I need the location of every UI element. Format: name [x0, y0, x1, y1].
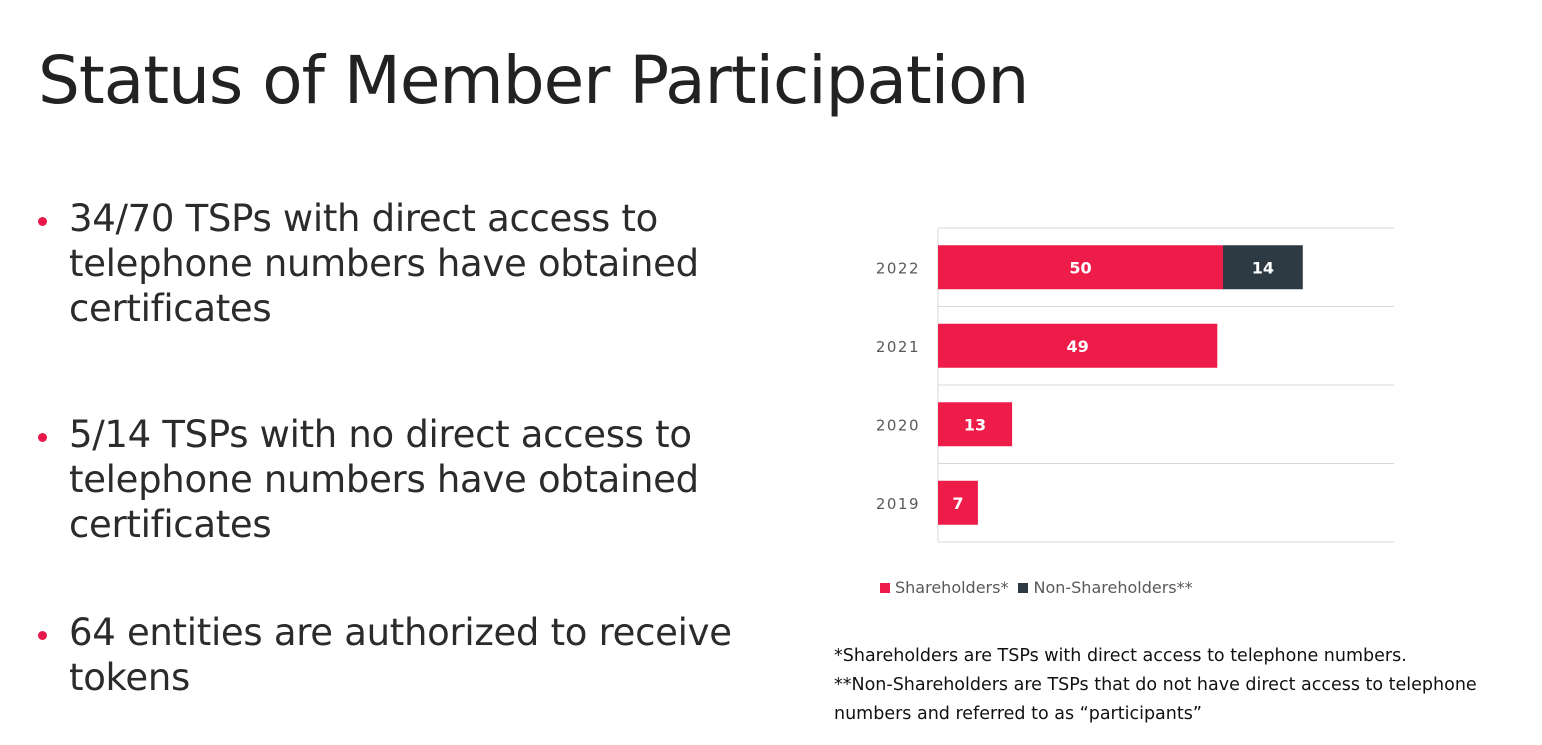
legend-swatch-shareholders	[880, 582, 890, 593]
category-label: 2019	[876, 495, 920, 513]
legend-item-shareholders: Shareholders*	[880, 578, 1008, 597]
bar-shareholders	[938, 323, 1218, 368]
bar-shareholders	[938, 402, 1013, 447]
data-label: 50	[1069, 258, 1091, 277]
bullet-text: 34/70 TSPs with direct access to telepho…	[69, 197, 699, 330]
data-label: 14	[1252, 258, 1274, 277]
bullet-dot-icon	[38, 631, 47, 640]
data-label: 13	[964, 415, 986, 434]
bullet-dot-icon	[38, 433, 47, 442]
page-title: Status of Member Participation	[38, 42, 1029, 119]
legend-label-non-shareholders: Non-Shareholders**	[1033, 578, 1193, 597]
legend-item-non-shareholders: Non-Shareholders**	[1018, 578, 1193, 597]
bar-shareholders	[938, 480, 978, 525]
category-label: 2020	[876, 416, 920, 434]
bullet-dot-icon	[38, 217, 47, 226]
data-label: 7	[952, 494, 963, 513]
data-label: 49	[1067, 337, 1089, 356]
footnote-shareholders: *Shareholders are TSPs with direct acces…	[834, 646, 1407, 666]
category-label: 2022	[876, 259, 920, 277]
legend-label-shareholders: Shareholders*	[895, 578, 1009, 597]
participation-chart: 2022 50 14 2021 49 2020 13 2019 7 Shareholders* …	[860, 220, 1420, 610]
bar-chart-svg: 2022 50 14 2021 49 2020 13 2019 7	[876, 227, 1394, 543]
bullet-text: 5/14 TSPs with no direct access to telep…	[69, 413, 699, 546]
bar-non-shareholders	[1223, 245, 1303, 290]
footnotes: *Shareholders are TSPs with direct acces…	[834, 642, 1534, 729]
category-label: 2021	[876, 338, 920, 356]
bullet-text: 64 entities are authorized to receive to…	[69, 611, 732, 699]
chart-legend: Shareholders* Non-Shareholders**	[880, 578, 1193, 597]
footnote-non-shareholders: **Non-Shareholders are TSPs that do not …	[834, 675, 1477, 724]
legend-swatch-non-shareholders	[1018, 582, 1029, 593]
bar-shareholders	[938, 245, 1223, 290]
